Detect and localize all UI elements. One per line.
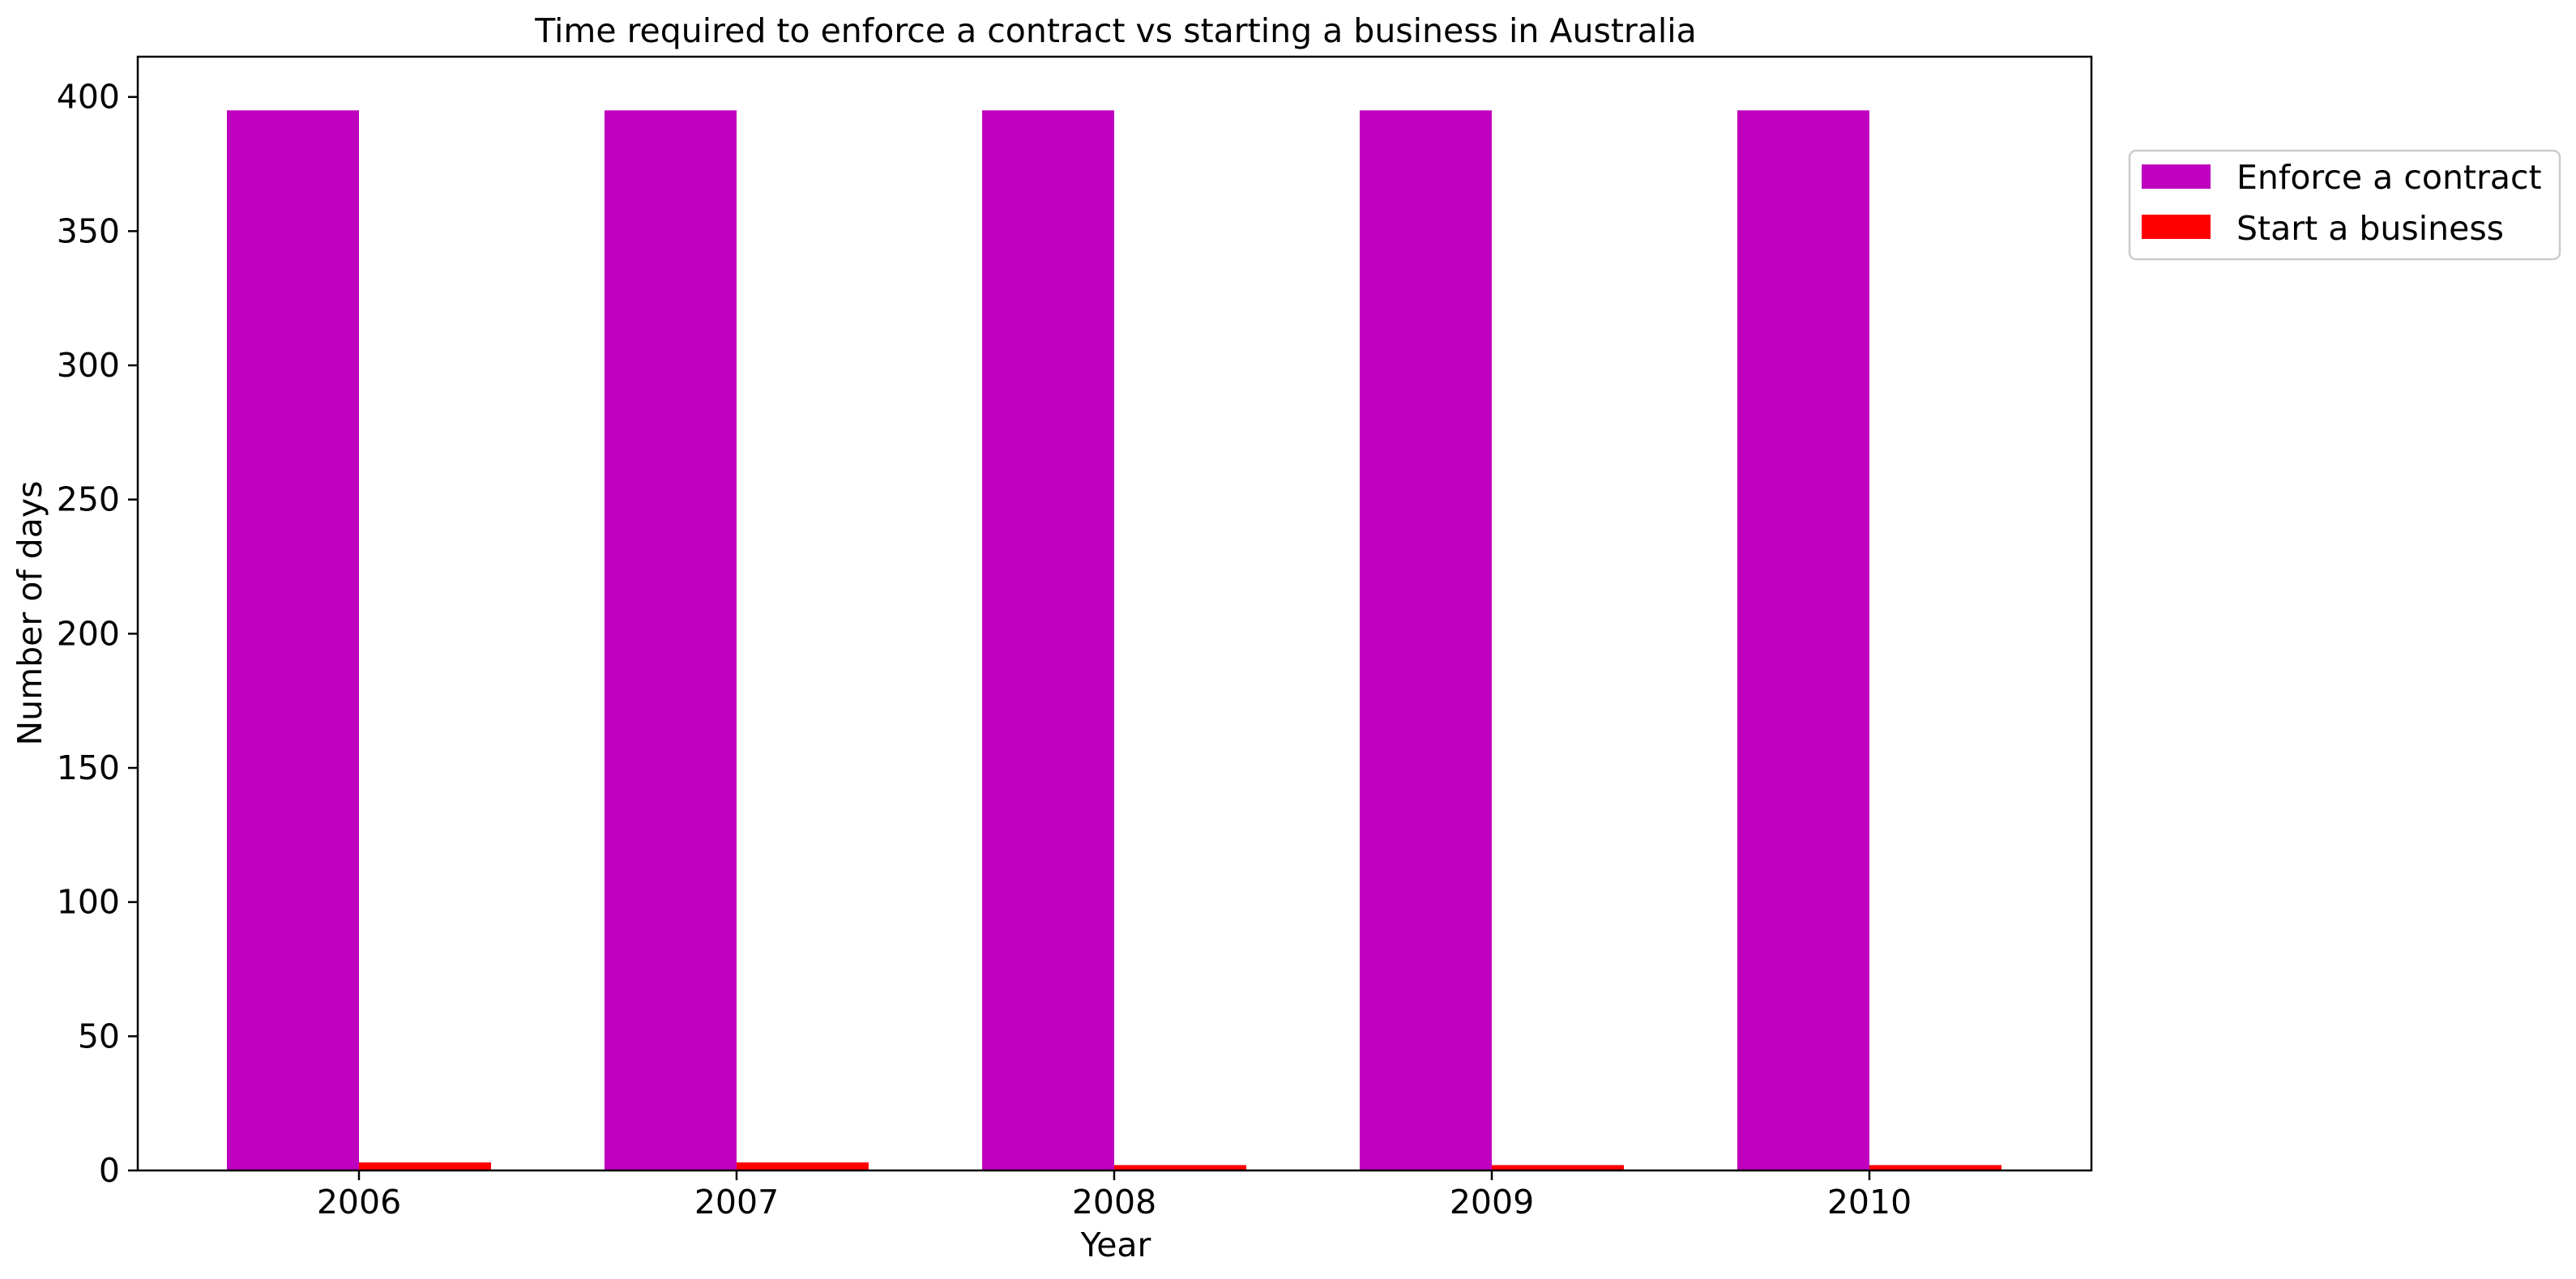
- chart-title: Time required to enforce a contract vs s…: [534, 11, 1697, 50]
- y-tick-label: 400: [57, 78, 120, 117]
- bar-start-a-business-2007: [737, 1162, 869, 1170]
- bar-enforce-a-contract-2010: [1737, 110, 1869, 1171]
- y-axis: 0 50 100 150 200 250 300 350 400: [57, 78, 138, 1190]
- y-tick-label: 200: [57, 614, 120, 653]
- x-tick-label: 2006: [317, 1183, 401, 1221]
- bar-enforce-a-contract-2009: [1360, 110, 1492, 1171]
- y-tick-label: 250: [57, 480, 120, 519]
- legend-box: [2128, 149, 2561, 261]
- bar-enforce-a-contract-2007: [604, 110, 737, 1171]
- legend-label-enforce-contract: Enforce a contract: [2236, 158, 2542, 197]
- y-tick-label: 350: [57, 211, 120, 250]
- bar-enforce-a-contract-2008: [982, 110, 1114, 1171]
- legend-swatch-enforce-contract: [2142, 164, 2211, 189]
- plot-area-frame: [136, 55, 2093, 1172]
- bar-start-a-business-2006: [359, 1162, 491, 1170]
- legend: Enforce a contract Start a business: [2128, 149, 2561, 261]
- x-axis-label: Year: [1080, 1226, 1151, 1264]
- bar-start-a-business-2010: [1869, 1165, 2001, 1170]
- x-axis: 2006 2007 2008 2009 2010: [317, 1170, 1912, 1221]
- bar-start-a-business-2008: [1114, 1165, 1246, 1170]
- bar-start-a-business-2009: [1492, 1165, 1624, 1170]
- y-axis-label: Number of days: [11, 480, 49, 745]
- x-tick-label: 2008: [1072, 1183, 1156, 1221]
- bars-layer: [227, 110, 2001, 1171]
- legend-swatch-start-business: [2142, 215, 2211, 239]
- y-tick-label: 150: [57, 748, 120, 787]
- y-tick-label: 100: [57, 883, 120, 922]
- x-tick-label: 2009: [1450, 1183, 1534, 1221]
- x-tick-label: 2007: [694, 1183, 779, 1221]
- y-tick-label: 300: [57, 346, 120, 385]
- legend-label-start-business: Start a business: [2236, 209, 2504, 248]
- x-tick-label: 2010: [1827, 1183, 1912, 1221]
- y-tick-label: 0: [99, 1151, 120, 1190]
- y-tick-label: 50: [78, 1017, 120, 1055]
- bar-enforce-a-contract-2006: [227, 110, 359, 1171]
